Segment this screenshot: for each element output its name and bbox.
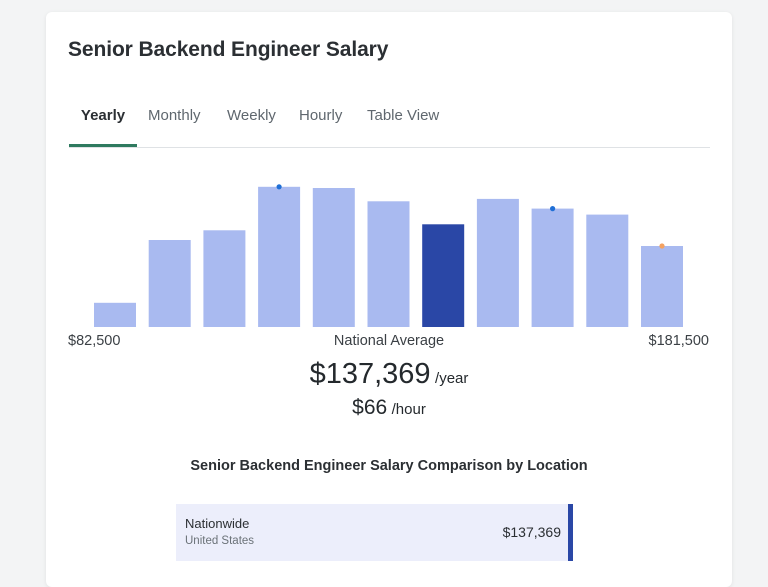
tab-weekly[interactable]: Weekly: [227, 107, 276, 124]
bar-3: [258, 186, 301, 327]
range-max-label: $181,500: [648, 333, 709, 349]
bar-marker-dot-2: [659, 243, 665, 249]
tab-table-view[interactable]: Table View: [367, 107, 440, 124]
hourly-salary-unit: /hour: [391, 401, 426, 418]
bar-9: [586, 214, 629, 327]
bar-5: [367, 201, 410, 327]
yearly-salary-unit: /year: [435, 370, 469, 387]
bar-0: [94, 302, 136, 327]
range-min-label: $82,500: [68, 333, 121, 349]
bar-2: [203, 230, 246, 327]
location-subtitle: United States: [185, 535, 255, 547]
tab-bar: Yearly Monthly Weekly Hourly Table View: [69, 100, 710, 148]
bar-4: [312, 188, 355, 327]
bar-1: [148, 240, 191, 327]
comparison-title: Senior Backend Engineer Salary Compariso…: [190, 458, 588, 474]
yearly-salary: $137,369 /year: [46, 358, 732, 391]
location-salary-value: $137,369: [502, 524, 561, 540]
tab-hourly[interactable]: Hourly: [299, 107, 343, 124]
bar-national-average: [422, 224, 465, 327]
tab-monthly[interactable]: Monthly: [148, 107, 201, 124]
yearly-salary-amount: $137,369: [309, 358, 431, 390]
national-average-label: National Average: [333, 333, 445, 349]
location-salary-bar: [568, 504, 573, 561]
bar-10: [641, 246, 683, 327]
hourly-salary-amount: $66: [352, 396, 388, 419]
bar-8: [531, 208, 574, 327]
bar-marker-dot-1: [550, 206, 556, 212]
hourly-salary: $66 /hour: [46, 396, 732, 420]
bar-7: [476, 198, 519, 327]
salary-card: Senior Backend Engineer Salary Yearly Mo…: [46, 12, 732, 587]
page-title: Senior Backend Engineer Salary: [68, 38, 389, 61]
location-name: Nationwide: [185, 516, 250, 531]
bar-marker-dot-0: [276, 184, 282, 190]
tab-yearly[interactable]: Yearly: [69, 100, 137, 147]
location-row-nationwide[interactable]: Nationwide United States $137,369: [176, 504, 573, 561]
